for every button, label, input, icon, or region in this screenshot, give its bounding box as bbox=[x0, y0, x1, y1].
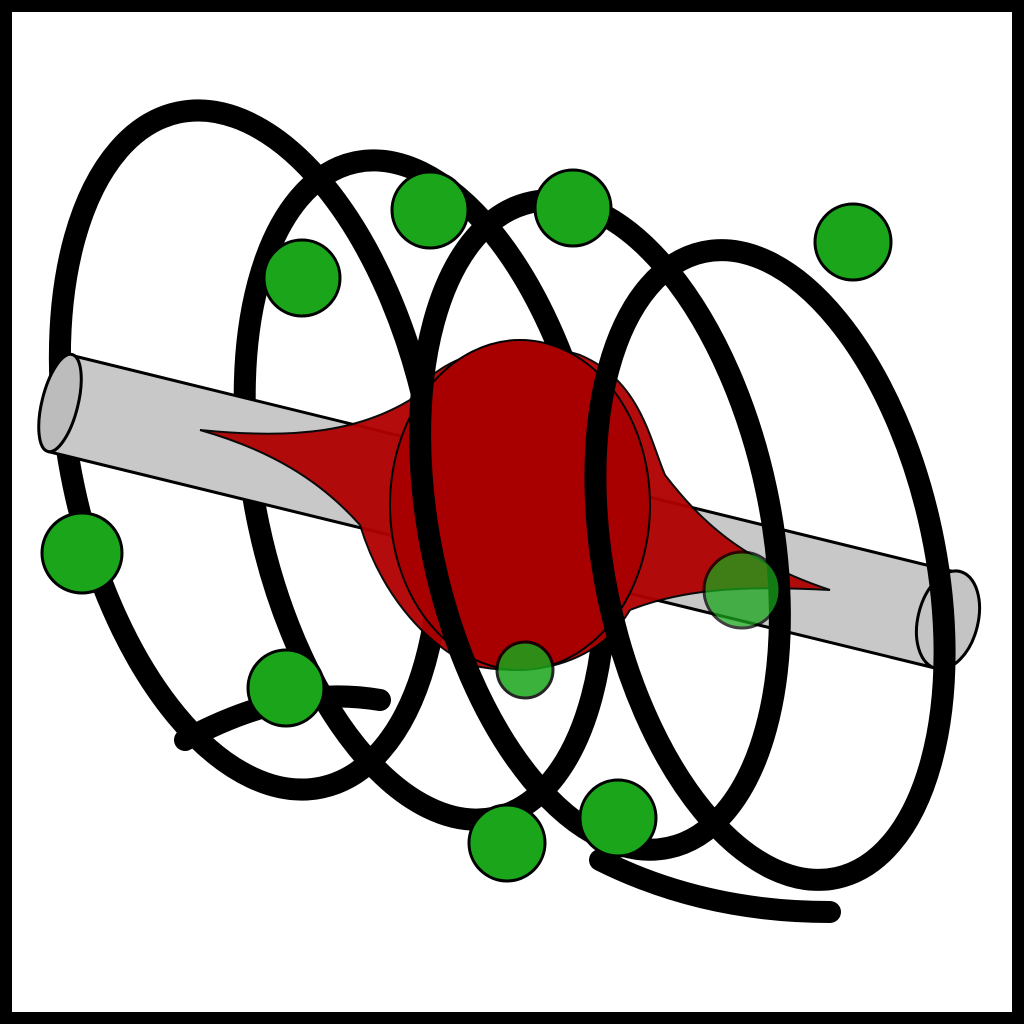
green-balls bbox=[40, 168, 893, 883]
red-wave-packet bbox=[199, 339, 831, 671]
